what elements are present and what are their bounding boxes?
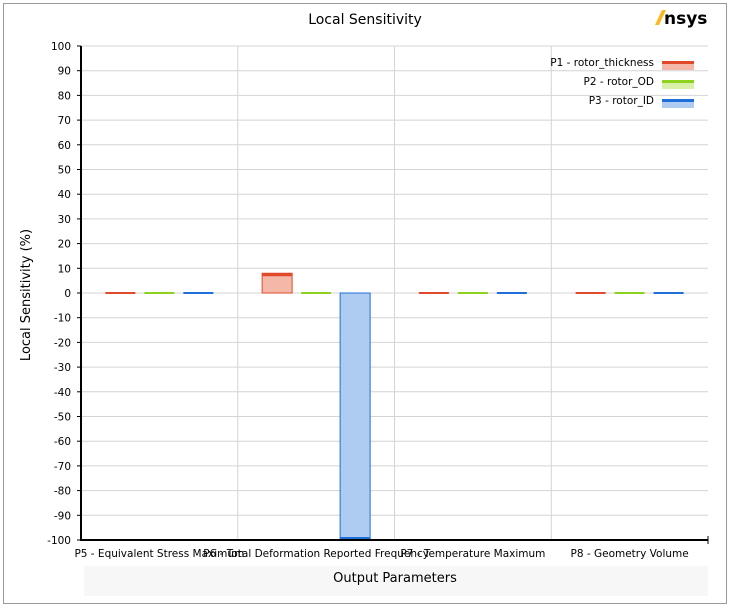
x-axis-title: Output Parameters [333, 571, 457, 586]
y-tick-label: 90 [58, 66, 71, 78]
x-category-label: P7 - Temperature Maximum [400, 548, 545, 560]
y-tick-label: -90 [54, 510, 71, 522]
y-axis-title: Local Sensitivity (%) [19, 229, 34, 361]
y-tick-label: 50 [58, 165, 71, 177]
x-category-label: P5 - Equivalent Stress Maximum [74, 548, 244, 560]
y-tick-label: -50 [54, 412, 71, 424]
y-tick-label: 60 [58, 140, 71, 152]
y-tick-label: 80 [58, 90, 71, 102]
legend-swatch [662, 102, 694, 108]
ansys-logo-mark [655, 10, 666, 25]
y-tick-label: -70 [54, 461, 71, 473]
ansys-logo-text: nsys [664, 9, 707, 29]
bars [105, 272, 684, 541]
y-tick-label: 100 [51, 41, 71, 53]
y-tick-label: -60 [54, 436, 71, 448]
legend-swatch [662, 83, 694, 89]
y-tick-label: -100 [47, 535, 71, 547]
y-tick-label: 30 [58, 214, 71, 226]
ansys-logo: nsys [655, 9, 707, 29]
bar-cap [340, 537, 371, 540]
legend-label: P2 - rotor_OD [584, 76, 654, 88]
legend-swatch-line [662, 61, 694, 64]
legend-swatch [662, 64, 694, 70]
legend-label: P1 - rotor_thickness [550, 57, 654, 69]
axes [77, 45, 709, 544]
legend-swatch-line [662, 99, 694, 102]
y-tick-label: -30 [54, 362, 71, 374]
legend-label: P3 - rotor_ID [589, 95, 654, 107]
chart-title: Local Sensitivity [308, 12, 422, 28]
y-tick-label: -40 [54, 387, 71, 399]
y-tick-label: 20 [58, 239, 71, 251]
y-tick-label: 70 [58, 115, 71, 127]
y-tick-label: 0 [64, 288, 71, 300]
y-tick-label: 10 [58, 263, 71, 275]
grid [81, 45, 708, 541]
y-tick-labels: 1009080706050403020100-10-20-30-40-50-60… [47, 41, 71, 547]
x-category-label: P6 - Total Deformation Reported Frequenc… [203, 548, 429, 560]
x-category-label: P8 - Geometry Volume [571, 548, 689, 560]
bar [339, 292, 371, 541]
x-axis-title-band [84, 566, 708, 596]
bar-cap [262, 273, 293, 277]
chart-frame: Local Sensitivity nsys 100 90 80 70 60 50 40 30… [3, 3, 727, 604]
y-tick-label: -10 [54, 313, 71, 325]
legend-swatch-line [662, 80, 694, 83]
sensitivity-chart: Local Sensitivity nsys 10090807060504030… [19, 9, 709, 596]
y-tick-label: -80 [54, 486, 71, 498]
y-tick-label: -20 [54, 337, 71, 349]
legend: P1 - rotor_thickness P2 - rotor_OD P3 - ro… [550, 57, 694, 108]
y-tick-label: 40 [58, 189, 71, 201]
